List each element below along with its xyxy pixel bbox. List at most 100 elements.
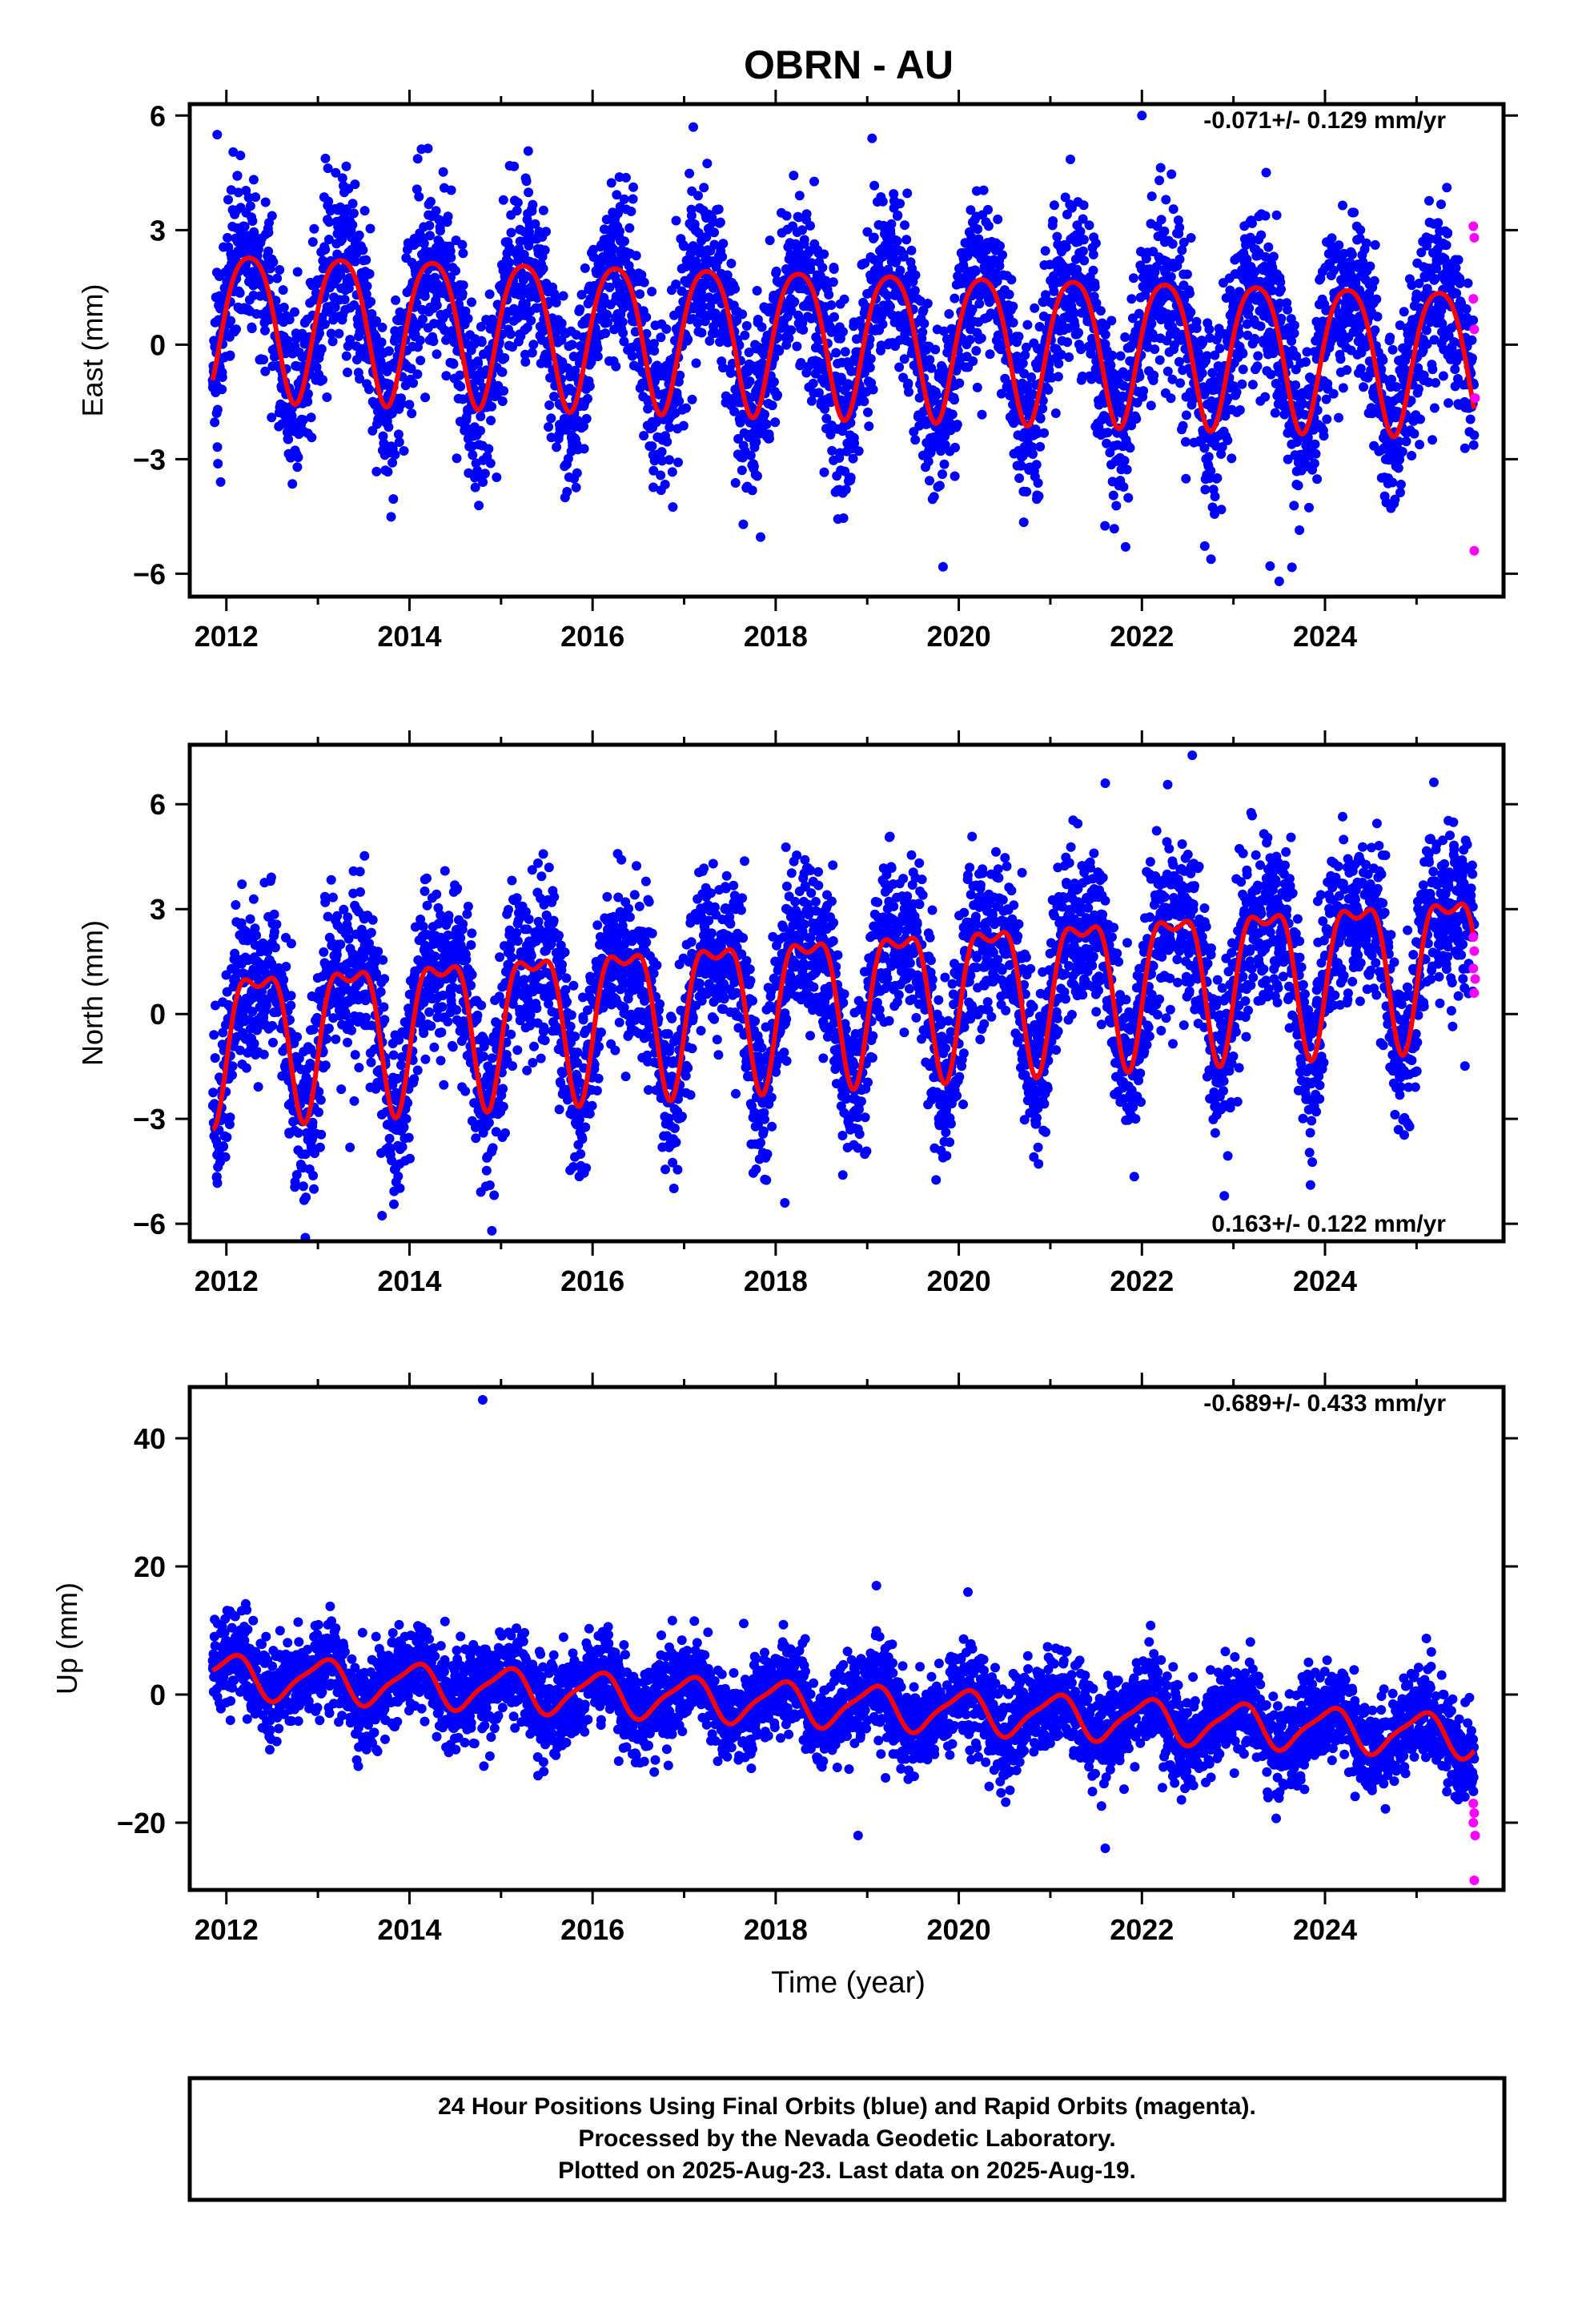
data-point [484,289,495,300]
data-point [1020,350,1030,360]
data-point [541,227,551,237]
data-point [1260,251,1271,262]
data-point [1206,554,1216,565]
data-point [1090,282,1100,292]
data-point [925,355,935,365]
data-point [611,361,621,372]
data-point [222,1132,232,1142]
data-point [1178,420,1188,431]
data-point [572,468,582,478]
data-point [838,327,848,337]
data-point [983,204,993,215]
data-point [722,270,733,280]
data-point [1391,382,1402,392]
data-point [1394,436,1404,447]
data-point [599,224,609,235]
data-point [215,476,226,487]
data-point [521,176,532,187]
data-point [840,347,850,357]
data-point [579,421,588,432]
data-point [428,336,439,347]
data-point [248,175,259,185]
data-point [1106,316,1117,326]
data-point [603,317,612,328]
data-point [376,337,387,348]
rapid-point [1468,221,1479,231]
data-point [399,446,409,456]
data-point [1123,493,1134,503]
data-point [978,185,989,195]
data-point [250,940,260,950]
data-point [966,205,976,215]
data-point [947,409,958,420]
data-point [1021,342,1031,352]
data-point [478,477,488,487]
data-point [378,431,388,441]
data-point [1166,393,1176,404]
data-point [902,188,913,199]
data-point [1271,210,1282,220]
data-point [982,245,992,255]
data-point [1304,502,1314,513]
data-point [1181,436,1191,447]
data-point [1174,223,1185,233]
data-point [693,191,703,201]
data-point [570,365,580,376]
data-point [1022,320,1033,330]
data-point [1078,372,1087,381]
data-point [343,368,352,377]
data-point [1319,431,1329,441]
data-point [1283,454,1293,464]
data-point [1197,368,1207,379]
data-point [467,297,476,308]
data-point [551,297,561,308]
outlier-point [212,130,223,140]
data-point [970,266,981,276]
rapid-orbit-points [1468,221,1480,556]
data-point [441,371,452,381]
data-point [546,413,556,424]
data-point [893,210,903,220]
data-point [1008,317,1018,328]
data-point [860,258,870,268]
data-point [733,434,744,444]
data-point [1441,240,1452,251]
data-point [729,406,740,416]
data-point [899,354,909,364]
data-point [939,459,950,469]
data-point [219,1141,229,1152]
data-point [208,1088,219,1098]
data-point [323,196,334,207]
data-point [1038,297,1049,308]
data-point [1301,357,1311,367]
data-point [1084,220,1094,231]
data-point [432,300,442,311]
rapid-point [1469,545,1480,556]
data-point [1207,368,1218,378]
data-point [1468,315,1479,325]
data-point [1149,370,1159,380]
data-point [1283,304,1293,315]
x-tick-label: 2022 [1110,620,1174,653]
data-point [563,453,573,464]
data-point [808,378,818,388]
data-point [387,457,398,468]
data-point [699,183,709,193]
plot-area [207,111,1480,586]
data-point [1154,355,1165,365]
data-point [1109,524,1119,534]
data-point [512,206,522,216]
data-point [414,191,424,202]
data-point [319,319,330,329]
data-point [1450,364,1460,375]
data-point [1106,360,1116,370]
final-orbit-points [207,111,1480,586]
data-point [1335,354,1346,364]
data-point [691,260,701,271]
data-point [350,179,360,190]
data-point [247,324,257,334]
data-point [686,211,697,221]
data-point [950,395,959,405]
data-point [583,393,592,404]
data-point [1409,428,1419,439]
